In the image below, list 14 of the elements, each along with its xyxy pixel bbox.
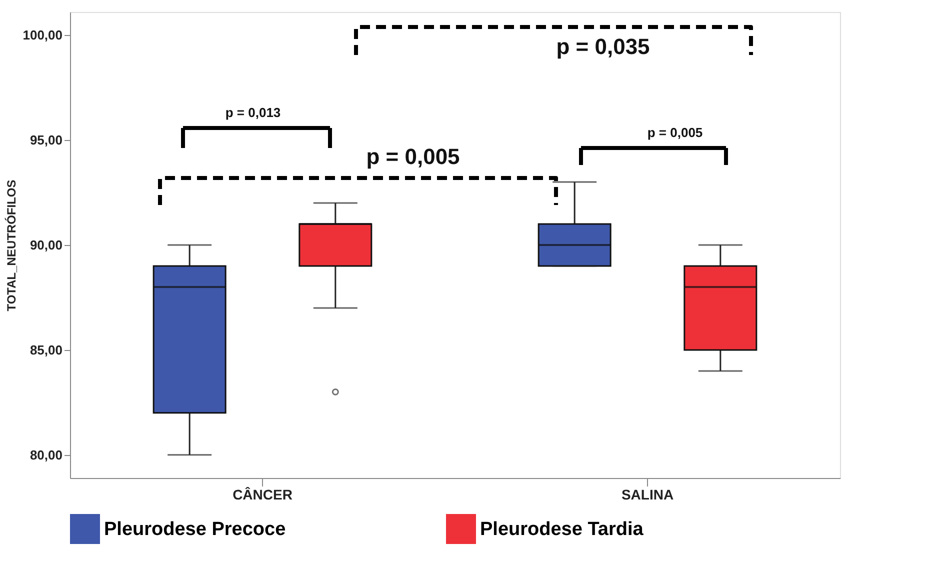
y-tick-label: 80,00: [30, 447, 62, 462]
y-tick-label: 95,00: [30, 132, 62, 148]
x-tick-label: CÂNCER: [232, 486, 292, 502]
y-tick-label: 85,00: [30, 342, 62, 358]
annotation: p = 0,013: [225, 105, 281, 120]
legend-label: Pleurodese Precoce: [104, 519, 286, 540]
y-axis-title: TOTAL_NEUTRÓFILOS: [4, 180, 19, 312]
x-tick-label: SALINA: [621, 486, 674, 502]
legend-label: Pleurodese Tardia: [480, 519, 644, 540]
annotation: p = 0,005: [366, 144, 460, 169]
annotation: p = 0,005: [647, 125, 703, 140]
annotation: p = 0,035: [556, 34, 650, 59]
y-tick-label: 100,00: [22, 28, 62, 43]
y-tick-label: 90,00: [30, 238, 62, 252]
